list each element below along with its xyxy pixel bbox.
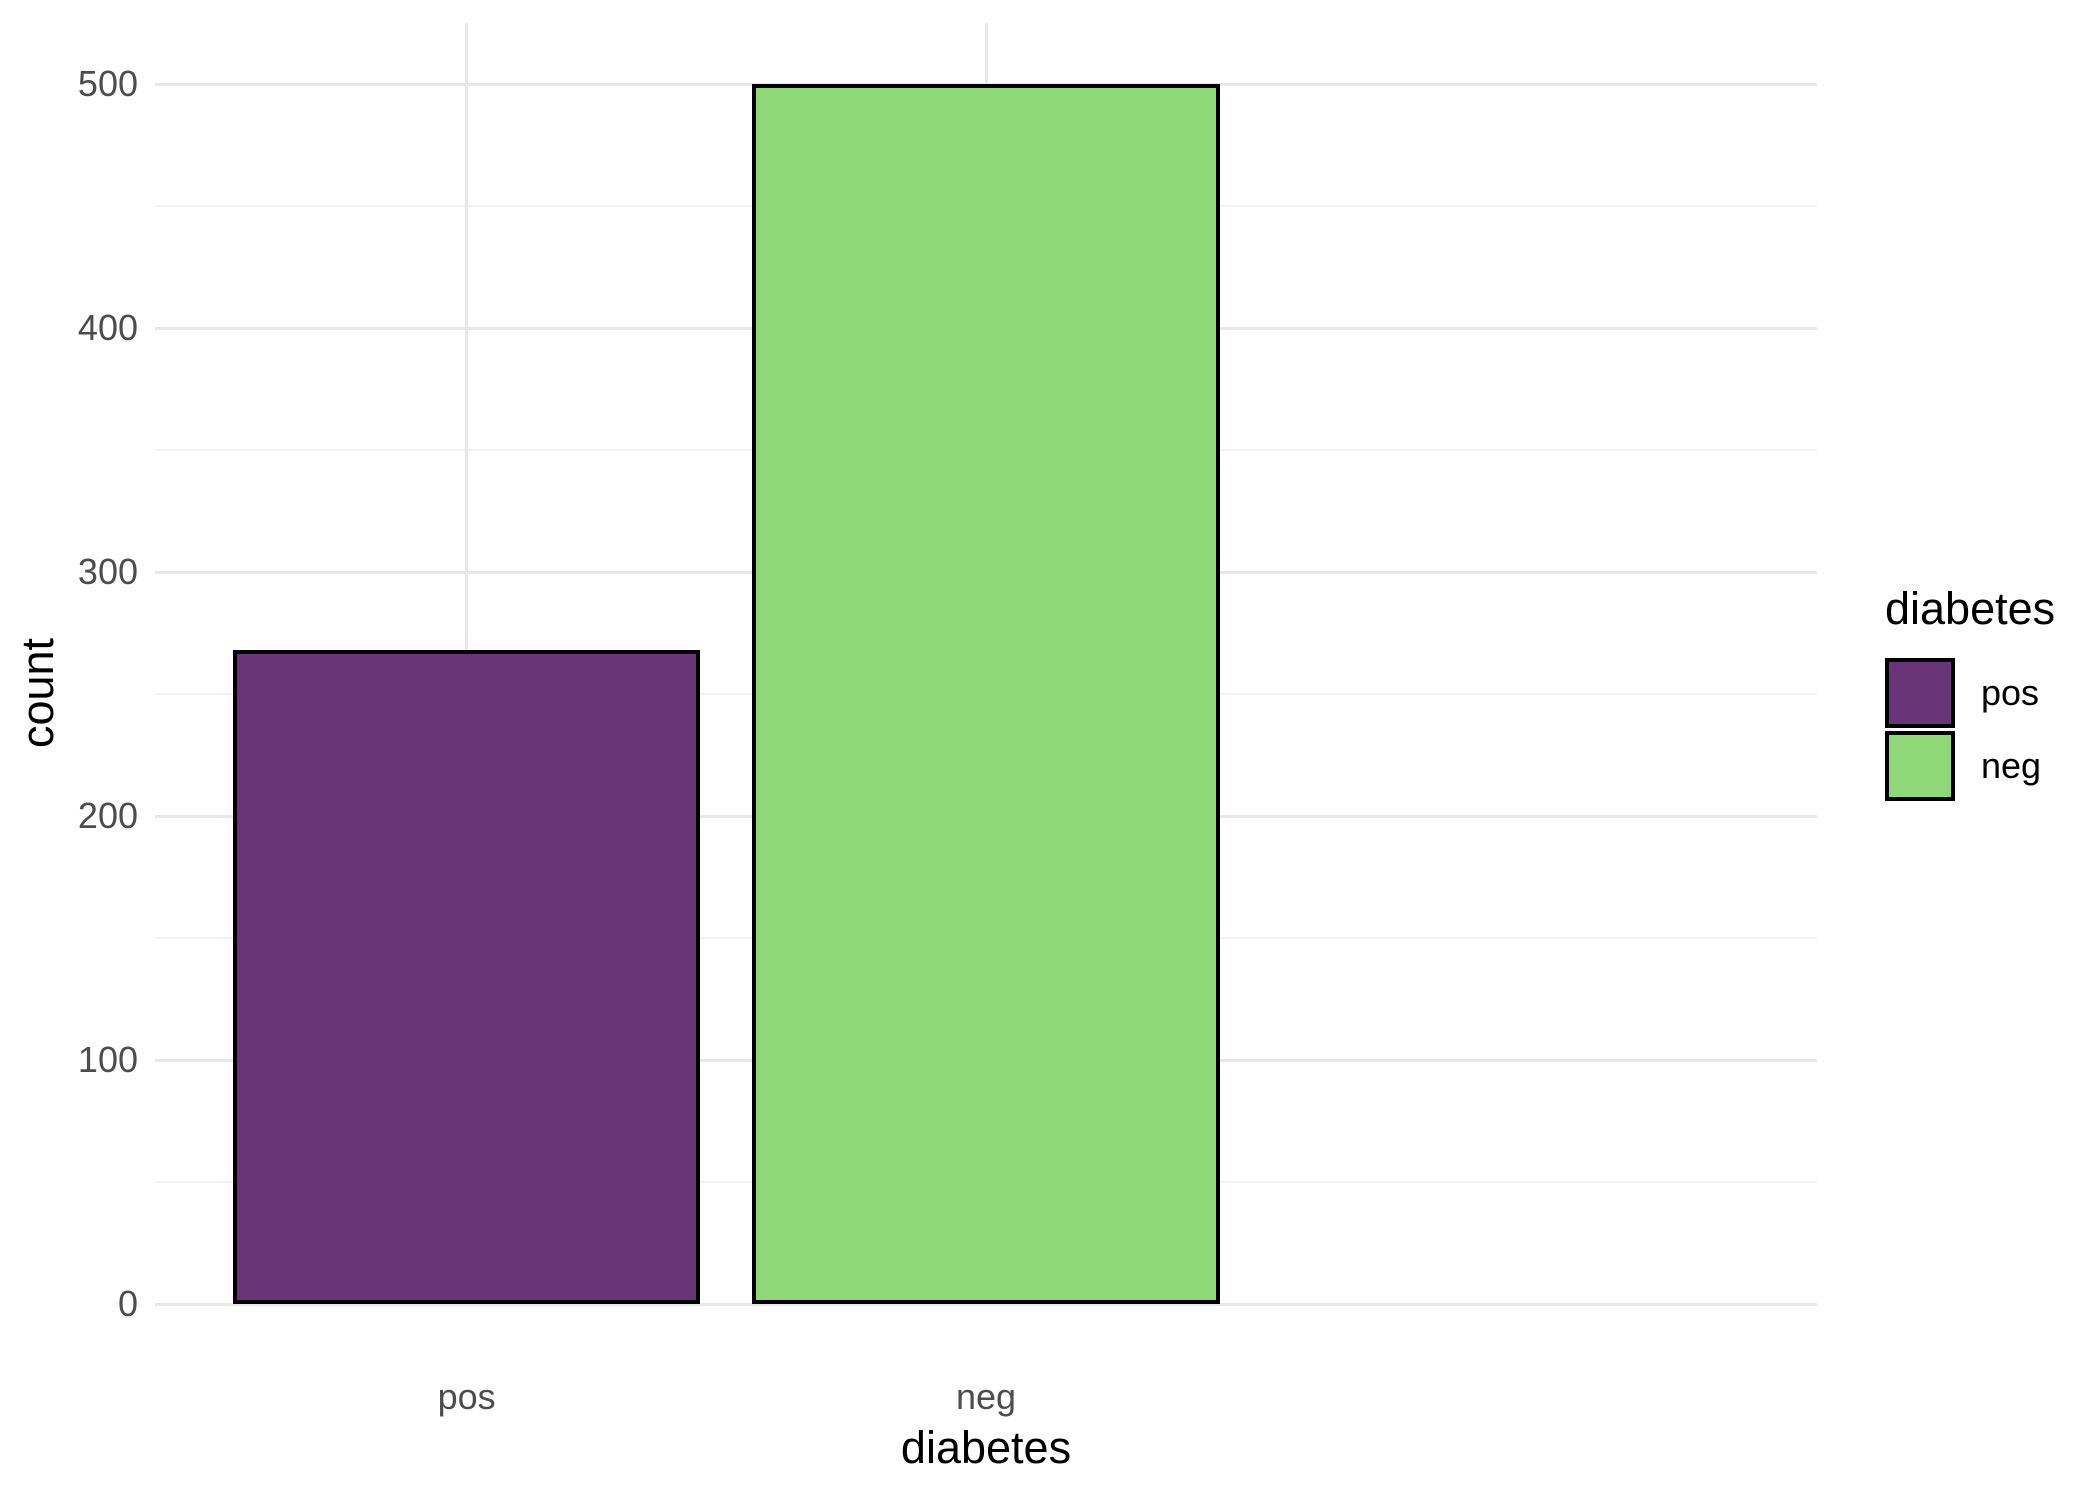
x-tick-label-neg: neg xyxy=(955,1376,1017,1417)
legend-key-swatch-pos xyxy=(1885,658,1955,728)
x-axis-title: diabetes xyxy=(900,1422,1072,1473)
legend-title: diabetes xyxy=(1885,583,2056,634)
legend-label-pos: pos xyxy=(1981,672,2040,713)
legend-key-swatch-neg xyxy=(1885,731,1955,801)
gridline-major-y-0 xyxy=(155,1302,1817,1306)
legend: diabetes pos neg xyxy=(1885,585,2100,804)
bar-neg xyxy=(752,84,1220,1304)
y-tick-label-500: 500 xyxy=(77,63,138,104)
bar-pos xyxy=(232,650,701,1304)
y-tick-label-300: 300 xyxy=(77,551,138,592)
legend-entry-neg: neg xyxy=(1885,731,2100,801)
y-tick-label-100: 100 xyxy=(77,1039,138,1080)
x-tick-label-pos: pos xyxy=(437,1376,496,1417)
legend-entries: pos neg xyxy=(1885,658,2100,801)
legend-entry-pos: pos xyxy=(1885,658,2100,728)
y-tick-label-0: 0 xyxy=(117,1283,138,1324)
y-tick-label-200: 200 xyxy=(77,795,138,836)
y-tick-label-400: 400 xyxy=(77,307,138,348)
y-axis-title: count xyxy=(12,637,63,749)
legend-label-neg: neg xyxy=(1981,745,2042,786)
